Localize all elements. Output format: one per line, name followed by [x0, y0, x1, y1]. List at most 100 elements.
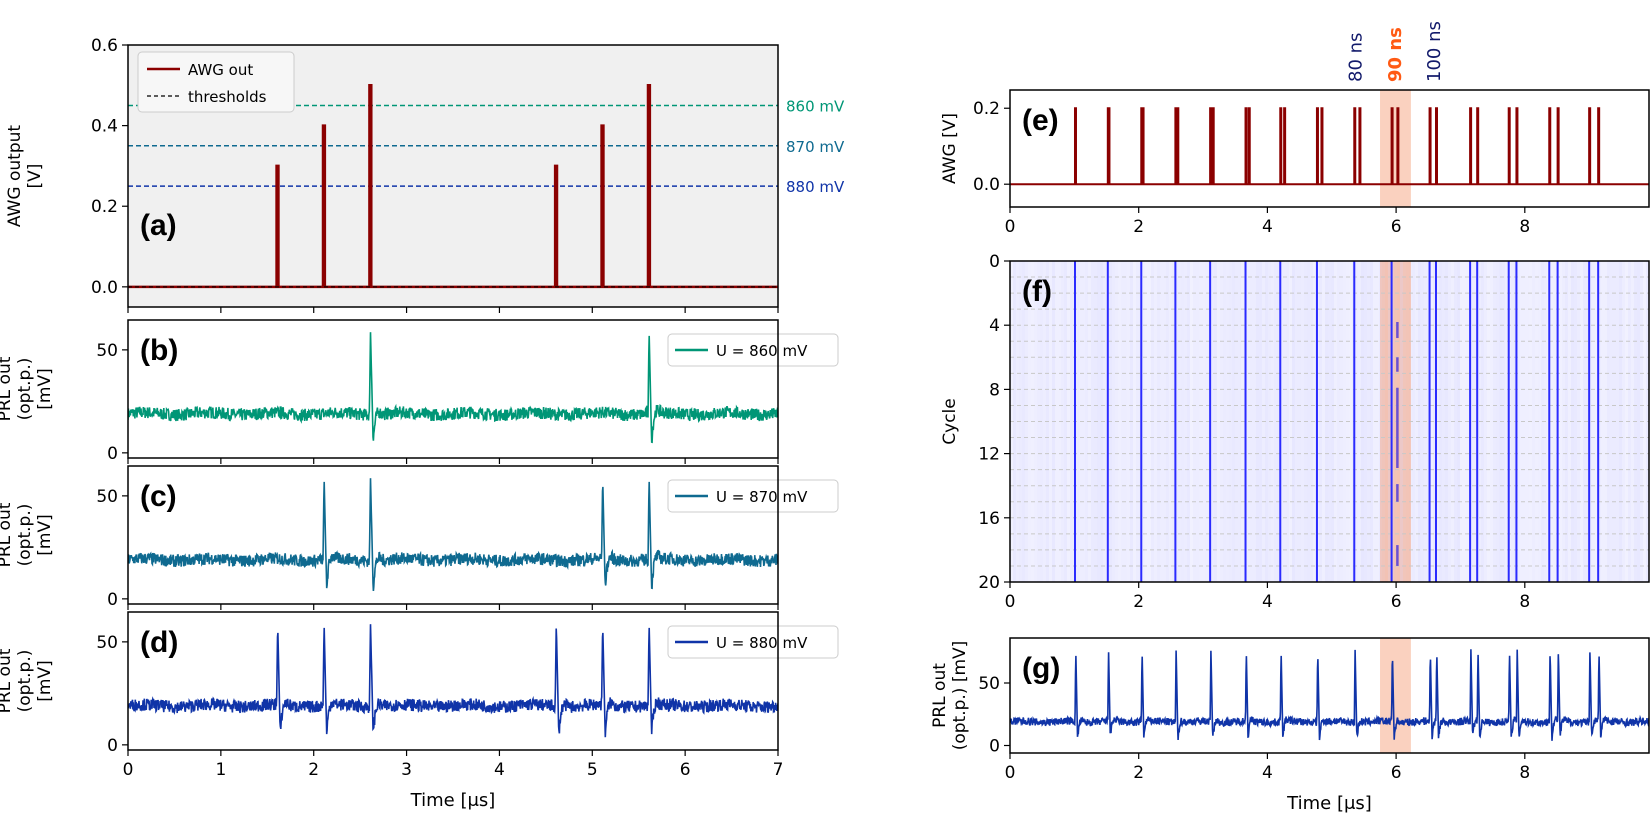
highlight-band — [1380, 638, 1411, 753]
legend-label-awg: AWG out — [188, 61, 253, 79]
heatmap-column — [1364, 261, 1367, 582]
x-tick-label: 5 — [587, 760, 598, 780]
y-axis-label: AWG [V] — [940, 113, 960, 184]
heatmap-column — [1448, 261, 1451, 582]
x-tick-label: 8 — [1519, 763, 1530, 783]
y-axis-label: Cycle — [940, 398, 960, 444]
y-tick-label: 50 — [978, 674, 1000, 694]
heatmap-column — [1574, 261, 1577, 582]
x-tick-label: 0 — [1005, 763, 1016, 783]
x-tick-label: 6 — [1391, 217, 1402, 237]
y-axis-label: (opt.p.) [mV] — [950, 641, 970, 751]
y-tick-label: 50 — [96, 633, 118, 653]
heatmap-column — [1637, 261, 1640, 582]
y-tick-label: 0 — [107, 444, 118, 464]
legend: U = 880 mV — [668, 626, 838, 658]
x-tick-label: 4 — [1262, 592, 1273, 612]
y-tick-label: 50 — [96, 341, 118, 361]
heatmap-column — [1301, 261, 1304, 582]
x-tick-label: 2 — [308, 760, 319, 780]
legend: AWG out thresholds — [138, 52, 294, 112]
x-tick-label: 0 — [1005, 217, 1016, 237]
y-tick-label: 0.0 — [973, 175, 1000, 195]
x-tick-label: 3 — [401, 760, 412, 780]
panel-label: (g) — [1022, 652, 1060, 685]
x-tick-label: 1 — [215, 760, 226, 780]
heatmap-column — [1217, 261, 1220, 582]
y-axis-label: PRL out — [930, 663, 950, 728]
x-tick-label: 2 — [1133, 763, 1144, 783]
legend: U = 860 mV — [668, 334, 838, 366]
x-tick-label: 4 — [1262, 217, 1273, 237]
y-axis-label: (opt.p.) — [15, 358, 35, 421]
threshold-label: 860 mV — [786, 97, 845, 115]
x-axis-label: Time [μs] — [1286, 793, 1372, 814]
x-tick-label: 6 — [680, 760, 691, 780]
heatmap-column — [1511, 261, 1514, 582]
heatmap-column — [1028, 261, 1031, 582]
y-tick-label: 0 — [989, 737, 1000, 757]
plot-background — [1010, 90, 1649, 207]
y-tick-label: 0.2 — [91, 197, 118, 217]
y-tick-label: 0 — [107, 736, 118, 756]
y-axis-label: [mV] — [35, 368, 55, 409]
heatmap-column — [1049, 261, 1052, 582]
y-axis-label: (opt.p.) — [15, 650, 35, 713]
y-tick-label: 50 — [96, 487, 118, 507]
x-tick-label: 4 — [494, 760, 505, 780]
y-tick-label: 0.6 — [91, 36, 118, 56]
panel-label: (a) — [140, 209, 177, 242]
heatmap-column — [1553, 261, 1556, 582]
legend-label-thresholds: thresholds — [188, 88, 267, 106]
y-tick-label: 0.4 — [91, 117, 118, 137]
heatmap-column — [1385, 261, 1388, 582]
x-axis-label: Time [μs] — [410, 790, 496, 811]
y-axis-label: (opt.p.) — [15, 504, 35, 567]
y-axis-label: AWG output — [5, 125, 25, 227]
y-axis-label: [V] — [25, 164, 45, 189]
separation-annotation: 80 ns — [1345, 33, 1366, 82]
heatmap-column — [1196, 261, 1199, 582]
heatmap-column — [1616, 261, 1619, 582]
heatmap-column — [1532, 261, 1535, 582]
legend: U = 870 mV — [668, 480, 838, 512]
heatmap-column — [1133, 261, 1136, 582]
y-tick-label: 12 — [978, 445, 1000, 465]
panel-label: (c) — [140, 480, 177, 513]
panel-label: (b) — [140, 334, 178, 367]
y-tick-label: 16 — [978, 509, 1000, 529]
y-axis-label: PRL out — [0, 648, 15, 713]
highlight-band — [1380, 90, 1411, 207]
x-tick-label: 8 — [1519, 592, 1530, 612]
x-tick-label: 7 — [773, 760, 784, 780]
panel-label: (f) — [1022, 275, 1052, 308]
separation-annotation: 90 ns — [1385, 27, 1406, 82]
heatmap-column — [1112, 261, 1115, 582]
x-tick-label: 4 — [1262, 763, 1273, 783]
x-tick-label: 6 — [1391, 763, 1402, 783]
heatmap-column — [1343, 261, 1346, 582]
heatmap-column — [1259, 261, 1262, 582]
x-tick-label: 2 — [1133, 217, 1144, 237]
y-tick-label: 20 — [978, 573, 1000, 593]
y-tick-label: 0 — [989, 252, 1000, 272]
panel-label: (e) — [1022, 104, 1059, 137]
y-tick-label: 8 — [989, 380, 1000, 400]
threshold-label: 880 mV — [786, 178, 845, 196]
panel-g: 0 50 0 2 4 6 8 Time [μs] PRL out(opt.p.) [mV] (g) — [930, 638, 1649, 814]
plot-background — [1010, 638, 1649, 753]
y-axis-label: [mV] — [35, 660, 55, 701]
plot-area — [1010, 261, 1649, 582]
legend-label: U = 860 mV — [716, 342, 808, 360]
heatmap-column — [1091, 261, 1094, 582]
x-tick-label: 8 — [1519, 217, 1530, 237]
y-tick-label: 0.2 — [973, 99, 1000, 119]
y-axis-label: PRL out — [0, 502, 15, 567]
x-tick-label: 0 — [1005, 592, 1016, 612]
